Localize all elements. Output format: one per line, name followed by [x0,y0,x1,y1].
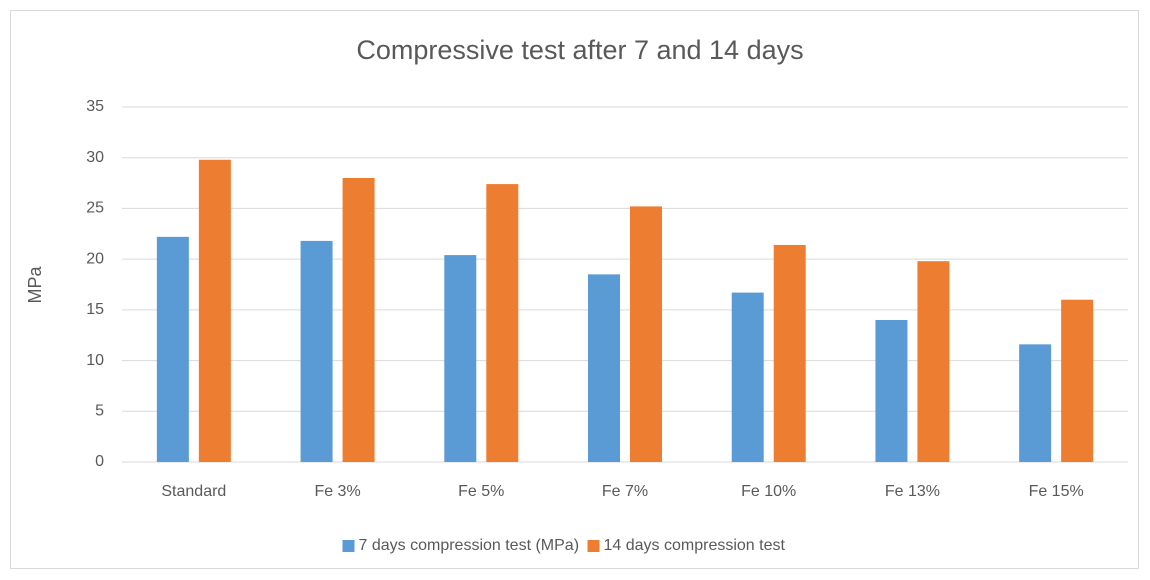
legend-label: 7 days compression test (MPa) [359,537,580,554]
bar [444,255,477,462]
bar [588,274,620,462]
y-tick-label: 5 [95,403,104,420]
bar [1061,299,1094,462]
x-tick-label: Fe 5% [458,483,504,500]
y-tick-label: 15 [86,301,104,318]
y-tick-label: 0 [95,453,104,470]
chart-frame [10,10,1139,569]
x-tick-label: Fe 15% [1029,483,1084,500]
x-tick-label: Standard [161,483,226,500]
y-tick-label: 30 [86,149,104,166]
legend-swatch [342,540,355,552]
chart-title: Compressive test after 7 and 14 days [356,35,803,65]
bar [342,178,375,462]
bar [875,320,908,462]
legend-swatch [587,540,600,552]
y-tick-label: 10 [86,352,104,369]
bar [156,236,189,462]
y-axis-label: MPa [25,266,45,304]
y-tick-label: 25 [86,200,104,217]
bar [773,244,806,462]
bar [630,206,662,462]
x-tick-label: Fe 13% [885,483,940,500]
bar [917,261,950,462]
x-tick-label: Fe 7% [602,483,648,500]
bar [731,292,764,462]
y-tick-label: 35 [86,98,104,115]
bar [1019,344,1052,462]
x-tick-label: Fe 3% [314,483,360,500]
bar [300,240,333,462]
bar [486,184,519,463]
legend-label: 14 days compression test [604,537,786,554]
y-tick-label: 20 [86,250,104,267]
x-tick-label: Fe 10% [741,483,796,500]
bar [198,159,231,462]
